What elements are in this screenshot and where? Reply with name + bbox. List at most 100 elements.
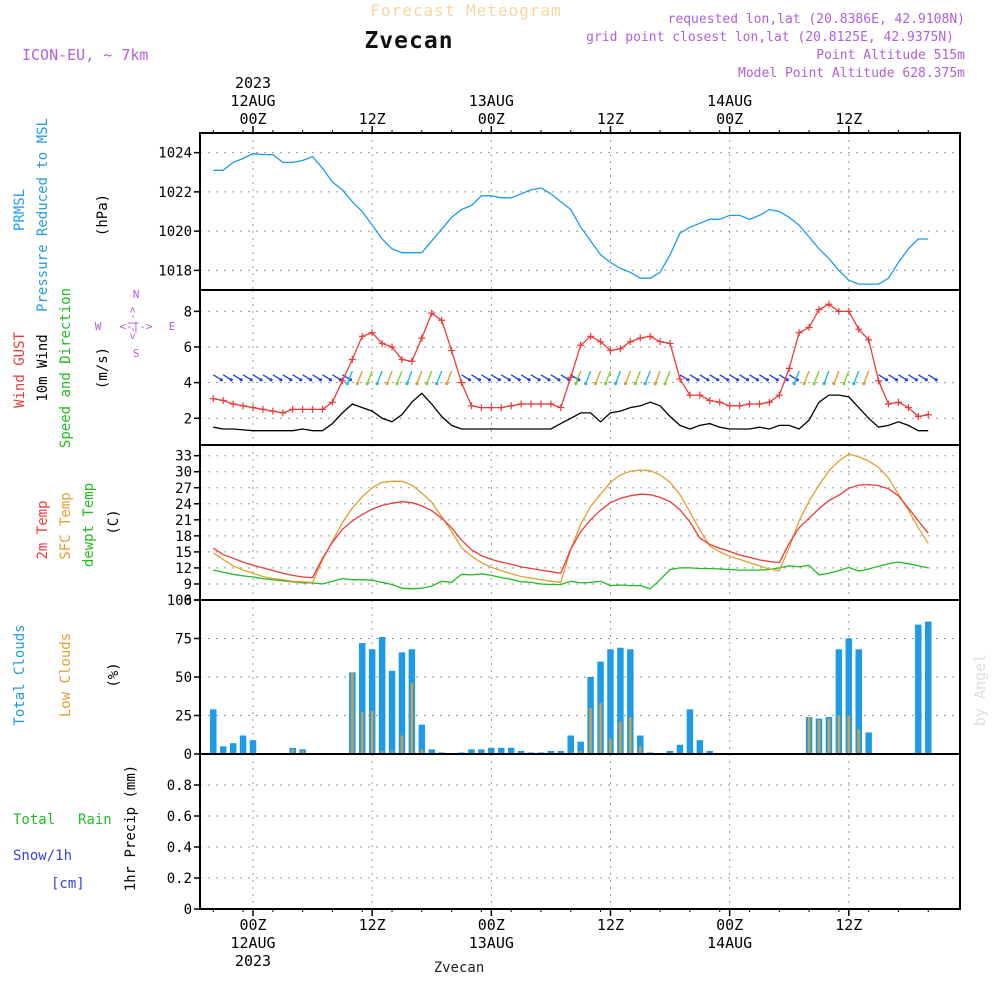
low-cloud-bar (370, 710, 374, 754)
y-tick-label: 30 (175, 465, 192, 481)
wind-direction-head (279, 378, 283, 382)
compass-east: E (169, 320, 176, 333)
low-cloud-bar (420, 749, 424, 754)
total-cloud-bar (219, 746, 227, 754)
low-cloud-bar (599, 703, 602, 754)
temp-2m-line (212, 483, 929, 579)
gust-marker (309, 405, 317, 413)
bottom-tick-label: 00Z (716, 916, 743, 934)
gust-marker (338, 377, 346, 385)
gust-marker (636, 334, 644, 342)
gust-marker (577, 341, 585, 349)
prmsl-desc-label: Pressure Reduced to MSL (35, 118, 51, 312)
y-tick-label: 6 (184, 593, 192, 609)
wind-direction-arrow (863, 370, 870, 384)
wind-direction-head (755, 378, 760, 382)
bottom-tick-label: 12Z (835, 916, 862, 934)
wind-direction-head (765, 378, 770, 382)
wind-direction-head (775, 378, 779, 382)
wind-direction-arrow (426, 370, 433, 384)
y-tick-label: 15 (175, 545, 192, 561)
wind-direction-head (623, 381, 628, 386)
total-cloud-bar (567, 735, 575, 754)
low-cloud-bar (410, 683, 414, 754)
gust-marker (547, 400, 555, 408)
wind-direction-head (706, 378, 710, 382)
wind-direction-head (832, 381, 836, 386)
wind-direction-head (822, 381, 826, 386)
total-cloud-bar (517, 750, 525, 754)
cloud-labels: Total Clouds Low Clouds (%) (12, 624, 122, 725)
gust-marker (438, 316, 446, 324)
total-cloud-bar (239, 735, 247, 754)
wind-direction-head (726, 378, 730, 382)
wind-direction-head (792, 381, 796, 386)
gust-marker (289, 405, 297, 413)
low-cloud-bar (400, 735, 404, 754)
gust-marker (597, 338, 605, 346)
total-cloud-bar (229, 743, 237, 754)
precip-panel: 0.8 0.6 0.4 0.2 0 (167, 753, 961, 918)
low-cloud-bar (837, 715, 841, 754)
wind-direction-head (745, 378, 750, 382)
wind-direction-head (249, 378, 253, 382)
total-cloud-bar (835, 649, 843, 754)
total-cloud-bar (577, 741, 584, 754)
wind-direction-head (842, 381, 846, 386)
wind-direction-arrow (436, 370, 443, 384)
snow-unit-label: [cm] (51, 876, 85, 892)
gust-marker (209, 395, 217, 403)
y-tick-label: 24 (175, 497, 192, 513)
total-label: Total (13, 812, 55, 828)
gust-marker (259, 405, 267, 413)
wind-direction-arrow (654, 370, 661, 384)
wind-direction-arrow (386, 370, 393, 384)
gust-marker (736, 402, 744, 410)
y-tick-label: 0.6 (167, 809, 192, 825)
gust-marker (527, 400, 535, 408)
gust-marker (865, 336, 873, 344)
y-tick-label: 8 (184, 304, 192, 320)
total-cloud-bar (666, 750, 674, 754)
gust-marker (775, 391, 783, 399)
gust-marker (467, 402, 475, 410)
wind-direction-head (507, 378, 511, 382)
low-cloud-bar (629, 717, 632, 754)
gust-marker (706, 396, 714, 404)
point-altitude: Point Altitude 515m (816, 48, 965, 63)
rain-label: Rain (78, 812, 112, 828)
top-tick-label: 12Z (835, 110, 862, 128)
total-cloud-bar (557, 750, 565, 754)
wind-direction-head (584, 381, 588, 386)
gust-marker (825, 300, 833, 308)
wind-direction-head (527, 378, 531, 382)
low-cloud-bar (847, 715, 851, 754)
wind-unit-label: (m/s) (95, 347, 111, 389)
total-cloud-bar (358, 643, 366, 754)
wind-direction-head (914, 378, 918, 382)
wind-direction-head (547, 378, 551, 382)
wind10m-label: 10m Wind (35, 334, 51, 401)
y-tick-label: 1018 (158, 263, 192, 279)
wind-direction-head (852, 381, 856, 386)
wind-direction-head (653, 381, 657, 386)
low-clouds-label: Low Clouds (58, 633, 74, 717)
cloud-unit-label: (%) (106, 662, 122, 687)
wind-direction-head (395, 381, 399, 386)
total-cloud-bar (249, 740, 257, 754)
footer-location: Zvecan (434, 960, 485, 976)
precip-unit-label: 1hr Precip (mm) (123, 765, 139, 891)
low-cloud-bar (817, 720, 821, 754)
wind-direction-arrow (594, 370, 602, 384)
gust-marker (557, 404, 565, 412)
model-label: ICON-EU, ~ 7km (22, 46, 148, 64)
wind-direction-head (884, 378, 889, 382)
dewpoint-line (213, 561, 929, 590)
gust-marker (487, 404, 495, 412)
low-cloud-bar (639, 746, 642, 754)
wind-direction-arrow (793, 370, 800, 384)
total-cloud-bar (378, 636, 386, 754)
total-cloud-bar (388, 670, 396, 754)
